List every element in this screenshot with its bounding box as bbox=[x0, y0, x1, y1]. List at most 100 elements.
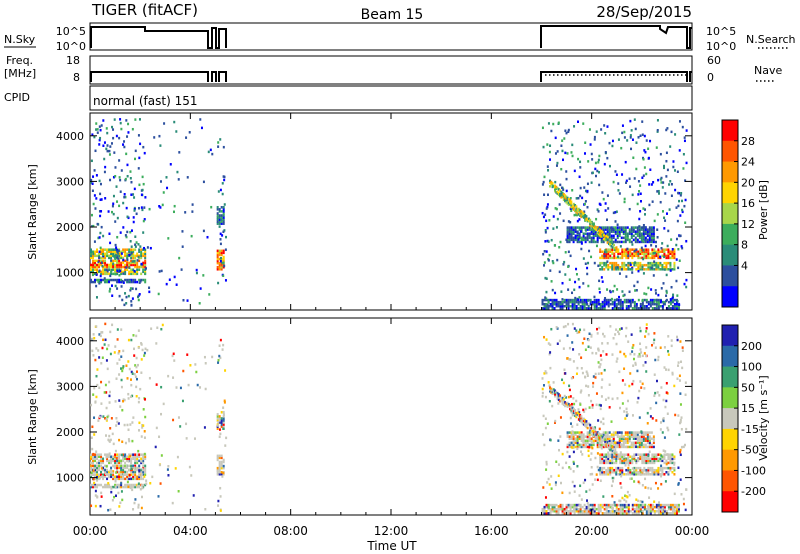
colorbar-segment bbox=[722, 161, 738, 183]
data-cell bbox=[138, 259, 141, 263]
data-cell bbox=[566, 334, 569, 337]
data-cell bbox=[99, 246, 102, 250]
data-cell bbox=[554, 189, 557, 193]
data-cell bbox=[567, 302, 570, 306]
colorbar-segment bbox=[722, 286, 738, 308]
data-cell bbox=[673, 302, 676, 306]
data-cell bbox=[651, 300, 654, 304]
data-cell bbox=[663, 216, 666, 220]
data-cell bbox=[596, 208, 599, 211]
data-cell bbox=[625, 256, 628, 260]
data-cell bbox=[216, 255, 219, 259]
data-cell bbox=[126, 263, 129, 267]
data-cell bbox=[613, 307, 616, 310]
data-cell bbox=[614, 211, 617, 214]
data-cell bbox=[684, 198, 687, 202]
data-cell bbox=[218, 460, 221, 464]
data-cell bbox=[587, 284, 590, 288]
data-cell bbox=[546, 165, 549, 168]
data-cell bbox=[211, 355, 214, 359]
data-cell bbox=[638, 443, 641, 447]
data-cell bbox=[648, 496, 651, 499]
data-cell bbox=[557, 393, 560, 396]
data-cell bbox=[645, 298, 648, 302]
data-cell bbox=[560, 144, 563, 147]
data-cell bbox=[542, 414, 545, 418]
data-cell bbox=[98, 475, 101, 479]
data-cell bbox=[653, 470, 656, 474]
data-cell bbox=[661, 431, 664, 434]
data-cell bbox=[140, 460, 143, 463]
data-cell bbox=[637, 453, 640, 456]
data-cell bbox=[116, 265, 119, 269]
data-cell bbox=[604, 202, 607, 205]
data-cell bbox=[641, 512, 644, 515]
colorbar-tick-label: 28 bbox=[741, 135, 755, 148]
data-cell bbox=[207, 150, 210, 154]
data-cell bbox=[601, 378, 604, 381]
data-cell bbox=[125, 119, 128, 122]
data-cell bbox=[669, 269, 672, 272]
data-cell bbox=[586, 219, 589, 223]
data-cell bbox=[576, 234, 579, 238]
data-cell bbox=[123, 303, 126, 307]
colorbar-tick-label: 15 bbox=[741, 402, 755, 415]
data-cell bbox=[663, 252, 666, 256]
data-cell bbox=[659, 457, 662, 461]
data-cell bbox=[559, 304, 562, 308]
data-cell bbox=[118, 455, 121, 458]
data-cell bbox=[110, 265, 113, 269]
data-cell bbox=[132, 263, 135, 267]
data-cell bbox=[671, 250, 674, 253]
data-cell bbox=[124, 270, 127, 274]
data-cell bbox=[128, 272, 131, 276]
data-cell bbox=[563, 368, 566, 372]
data-cell bbox=[671, 459, 674, 463]
data-cell bbox=[108, 232, 111, 236]
data-cell bbox=[149, 481, 152, 485]
data-cell bbox=[603, 162, 606, 166]
data-cell bbox=[96, 466, 99, 470]
data-cell bbox=[679, 453, 682, 457]
data-cell bbox=[623, 265, 626, 269]
data-cell bbox=[601, 461, 604, 465]
data-cell bbox=[637, 261, 640, 265]
data-cell bbox=[592, 432, 595, 436]
data-cell bbox=[655, 503, 658, 507]
data-cell bbox=[608, 236, 611, 240]
data-cell bbox=[566, 445, 569, 449]
data-cell bbox=[567, 307, 570, 310]
data-cell bbox=[90, 181, 93, 184]
data-cell bbox=[545, 298, 548, 302]
data-cell bbox=[603, 300, 606, 304]
data-cell bbox=[606, 232, 609, 235]
data-cell bbox=[96, 470, 99, 474]
data-cell bbox=[611, 268, 614, 271]
data-cell bbox=[639, 503, 642, 507]
data-cell bbox=[144, 261, 147, 265]
data-cell bbox=[641, 354, 644, 358]
data-cell bbox=[612, 211, 615, 215]
data-cell bbox=[653, 307, 656, 310]
data-cell bbox=[614, 248, 617, 252]
data-cell bbox=[673, 509, 676, 513]
data-cell bbox=[118, 505, 121, 508]
data-cell bbox=[566, 226, 569, 229]
data-cell bbox=[218, 208, 221, 211]
data-cell bbox=[564, 404, 567, 408]
data-cell bbox=[580, 356, 583, 359]
data-cell bbox=[120, 268, 123, 272]
data-cell bbox=[638, 441, 641, 445]
data-cell bbox=[104, 197, 107, 200]
data-cell bbox=[675, 512, 678, 515]
data-cell bbox=[568, 346, 571, 350]
data-cell bbox=[98, 179, 101, 183]
data-cell bbox=[132, 457, 135, 461]
data-cell bbox=[636, 230, 639, 233]
data-cell bbox=[191, 210, 194, 213]
data-cell bbox=[112, 254, 115, 258]
data-cell bbox=[551, 288, 554, 292]
data-cell bbox=[573, 327, 576, 330]
data-cell bbox=[659, 268, 662, 271]
data-cell bbox=[667, 428, 670, 432]
